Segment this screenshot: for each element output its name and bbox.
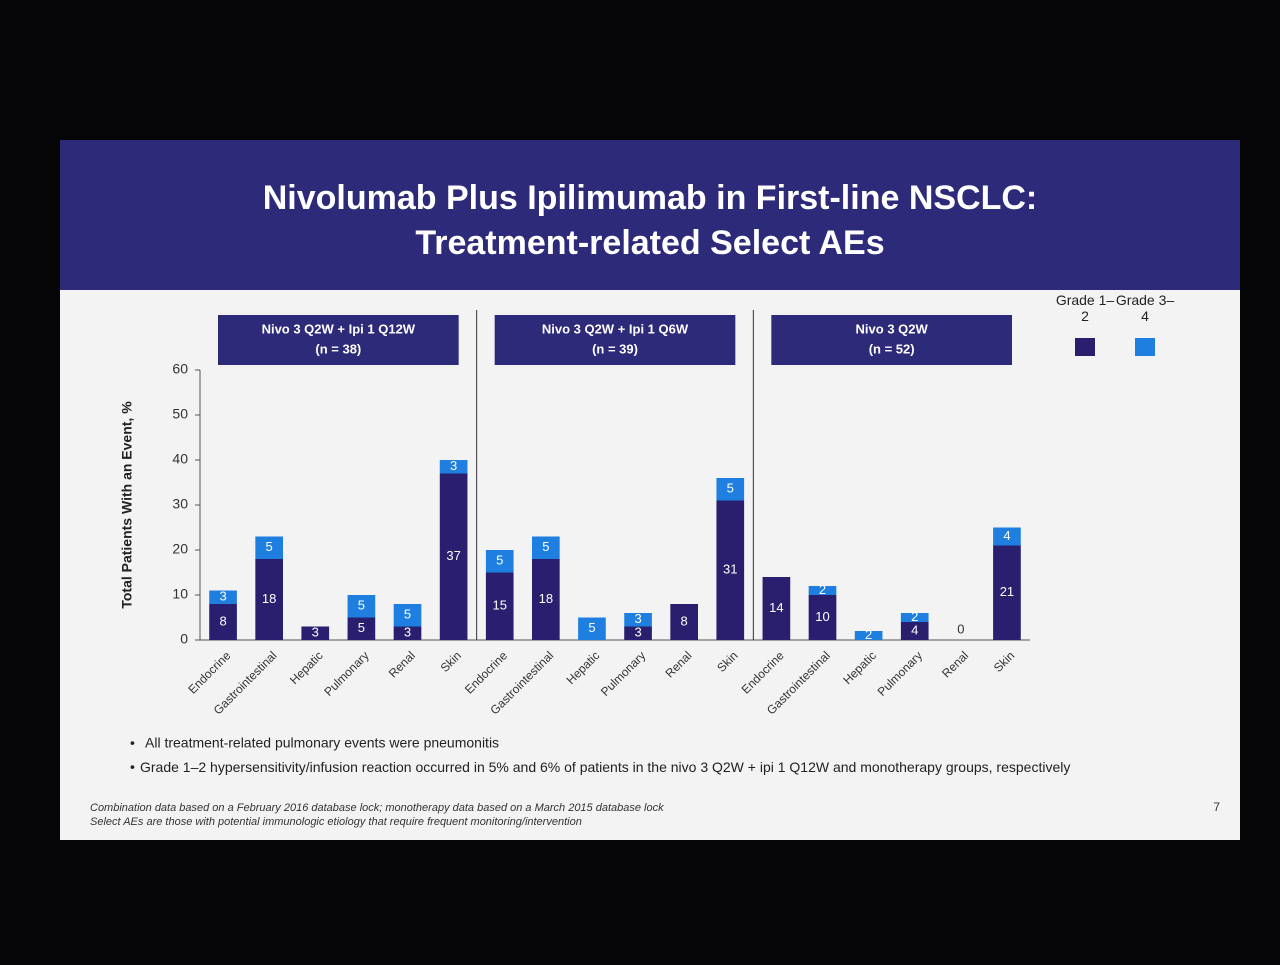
data-label: 8: [681, 613, 688, 628]
data-label: 5: [358, 598, 365, 613]
bar-segment: [209, 590, 237, 604]
bar-segment: [762, 577, 791, 640]
bullet-box: Grade 1–2 hypersensitivity/infusion reac…: [140, 759, 1071, 775]
panel-title: Nivo 3 Q2W + Ipi 1 Q6W: [542, 321, 689, 336]
data-label: 5: [727, 481, 734, 496]
data-label: 2: [865, 627, 872, 642]
data-label: 3: [634, 611, 641, 626]
bar-segment: [439, 473, 468, 640]
data-label: 37: [446, 548, 460, 563]
legend-swatch: [1135, 338, 1155, 356]
bar-segment: [900, 622, 929, 640]
y-tick-label: 30: [172, 496, 188, 512]
data-label: 15: [492, 598, 506, 613]
y-tick-label: 0: [180, 631, 188, 647]
data-label: 2: [819, 582, 826, 597]
bar-segment: [670, 604, 698, 640]
bar-segment: [578, 617, 606, 640]
title-banner: [60, 140, 1240, 290]
data-label: 5: [358, 620, 365, 635]
bullet-text: All treatment-related pulmonary events w…: [145, 735, 499, 751]
y-tick-label: 50: [172, 406, 188, 422]
panel-header: [771, 315, 1012, 365]
y-axis-label: Total Patients With an Event, %: [119, 401, 135, 609]
bar-segment: [393, 626, 422, 640]
data-label: 18: [539, 591, 553, 606]
bar-segment: [716, 478, 745, 501]
legend-label: Grade 1–2: [1055, 292, 1115, 324]
data-label: 0: [957, 621, 964, 636]
data-label: 8: [219, 613, 226, 628]
panel-title: Nivo 3 Q2W + Ipi 1 Q12W: [262, 321, 416, 336]
bar-segment: [716, 500, 745, 640]
legend-swatch: [1075, 338, 1095, 356]
data-label: 5: [496, 553, 503, 568]
bar-segment: [854, 631, 883, 640]
bar-segment: [347, 595, 376, 618]
data-label: 18: [262, 591, 276, 606]
bar-segment: [900, 613, 929, 622]
bar-segment: [255, 536, 283, 559]
footnote: Combination data based on a February 201…: [90, 802, 664, 814]
legend-box: Grade 1–2: [1055, 292, 1115, 324]
data-label: 4: [911, 622, 918, 637]
y-tick-label: 10: [172, 586, 188, 602]
data-label: 5: [588, 620, 595, 635]
bar-segment: [808, 595, 837, 640]
panel-subtitle: (n = 39): [592, 341, 638, 356]
bullet-text: Grade 1–2 hypersensitivity/infusion reac…: [140, 759, 1071, 775]
data-label: 10: [815, 609, 829, 624]
data-label: 3: [450, 458, 457, 473]
y-tick-label: 20: [172, 541, 188, 557]
panel-subtitle: (n = 38): [315, 341, 361, 356]
bar-segment: [485, 550, 514, 573]
data-label: 3: [634, 625, 641, 640]
slide-title: Nivolumab Plus Ipilimumab in First-line …: [263, 179, 1038, 217]
bar-segment: [532, 536, 560, 559]
panel-header: [218, 315, 459, 365]
data-label: 3: [312, 625, 319, 640]
bullet: •: [130, 735, 135, 751]
page-number: 7: [1213, 800, 1220, 814]
data-label: 14: [769, 600, 783, 615]
bar-segment: [393, 604, 422, 627]
bullet: •: [130, 759, 135, 775]
bar-segment: [485, 572, 514, 640]
bar-segment: [209, 604, 237, 640]
legend-box: Grade 3–4: [1115, 292, 1175, 324]
bar-segment: [808, 586, 837, 595]
bar-segment: [301, 626, 330, 640]
data-label: 5: [542, 539, 549, 554]
data-label: 5: [266, 539, 273, 554]
data-label: 31: [723, 562, 737, 577]
data-label: 3: [404, 625, 411, 640]
y-tick-label: 40: [172, 451, 188, 467]
data-label: 5: [404, 607, 411, 622]
panel-title: Nivo 3 Q2W: [856, 321, 929, 336]
bar-segment: [993, 527, 1021, 546]
legend-label: Grade 3–4: [1115, 292, 1175, 324]
data-label: 3: [219, 589, 226, 604]
bar-segment: [624, 626, 652, 640]
data-label: 2: [911, 609, 918, 624]
panel-header: [494, 315, 736, 365]
bar-segment: [624, 613, 652, 627]
bar-segment: [532, 559, 560, 640]
data-label: 21: [1000, 584, 1014, 599]
data-label: 4: [1003, 528, 1010, 543]
bar-segment: [255, 559, 283, 640]
bar-segment: [993, 545, 1021, 640]
bar-segment: [439, 460, 468, 474]
slide-title: Treatment-related Select AEs: [415, 224, 884, 262]
footnote: Select AEs are those with potential immu…: [90, 816, 582, 828]
panel-subtitle: (n = 52): [869, 341, 915, 356]
y-tick-label: 60: [172, 361, 188, 377]
bar-segment: [347, 617, 376, 640]
